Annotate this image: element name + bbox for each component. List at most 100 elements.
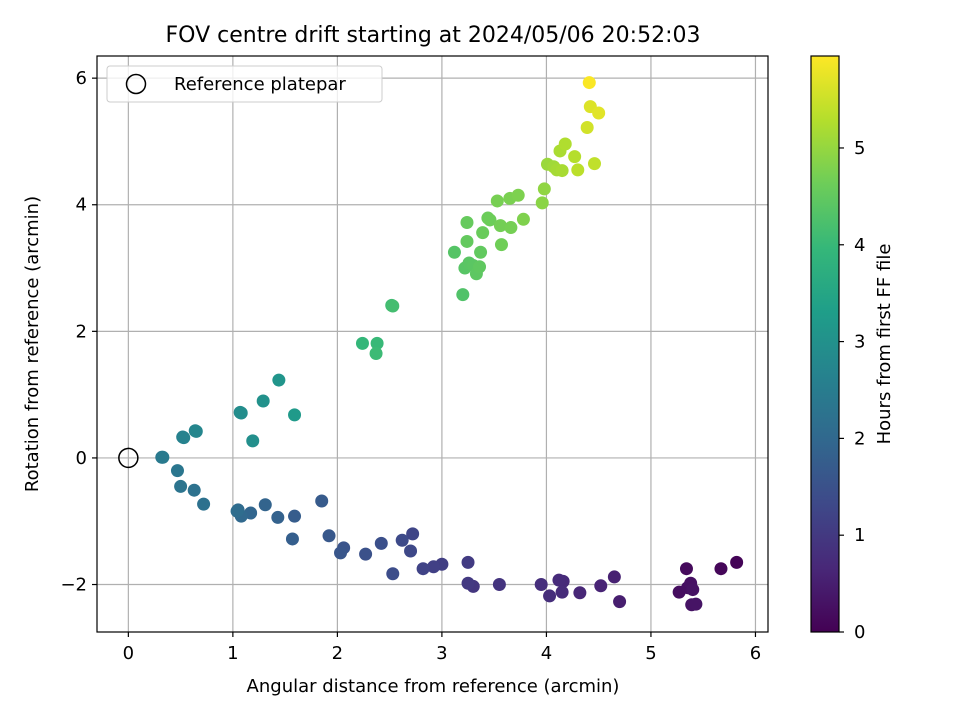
data-point (686, 583, 700, 597)
data-point (258, 498, 272, 512)
x-tick-label: 4 (541, 643, 552, 664)
colorbar-tick-label: 1 (854, 525, 865, 546)
data-point (558, 137, 572, 151)
data-point (456, 288, 470, 302)
data-point (374, 536, 388, 550)
data-point (555, 585, 569, 599)
legend-label: Reference platepar (174, 74, 346, 95)
colorbar: 0 1 2 3 4 5 Hours from first FF file (810, 55, 895, 643)
data-point (474, 245, 488, 259)
data-point (534, 578, 548, 592)
data-point (607, 570, 621, 584)
data-point (272, 373, 286, 387)
legend: Reference platepar (106, 65, 383, 103)
data-point (493, 219, 507, 233)
data-point (476, 226, 490, 240)
colorbar-ticks: 0 1 2 3 4 5 (839, 138, 865, 643)
data-point (483, 213, 497, 227)
x-tick-label: 5 (645, 643, 656, 664)
colorbar-label: Hours from first FF file (874, 244, 895, 445)
data-point (582, 76, 596, 90)
data-point (285, 532, 299, 546)
y-axis-label: Rotation from reference (arcmin) (22, 196, 43, 492)
chart-title: FOV centre drift starting at 2024/05/06 … (166, 23, 701, 48)
x-tick-label: 2 (332, 643, 343, 664)
y-tick-label: 2 (76, 321, 87, 342)
data-point (535, 196, 549, 210)
data-point (588, 157, 602, 171)
data-point (504, 221, 518, 235)
data-point (511, 188, 525, 202)
data-point (416, 562, 430, 576)
data-point (490, 194, 504, 208)
data-point (315, 494, 329, 508)
data-point (170, 464, 184, 478)
legend-marker-icon (125, 73, 147, 95)
data-point (322, 529, 336, 543)
colorbar-tick-label: 2 (854, 428, 865, 449)
data-point (494, 238, 508, 252)
data-point (571, 163, 585, 177)
data-point (543, 589, 557, 603)
x-tick-label: 3 (436, 643, 447, 664)
data-point (594, 579, 608, 593)
data-point (473, 260, 487, 274)
data-point (355, 336, 369, 350)
reference-point-marker (118, 447, 139, 469)
data-point (395, 533, 409, 547)
data-point (334, 546, 348, 560)
data-point (537, 182, 551, 196)
legend-box (106, 65, 383, 103)
data-point (288, 408, 302, 422)
data-point (174, 479, 188, 493)
data-point (568, 150, 582, 164)
data-point (714, 562, 728, 576)
data-point (189, 424, 203, 438)
colorbar-gradient (810, 55, 840, 633)
x-tick-label: 1 (227, 643, 238, 664)
data-point (461, 555, 475, 569)
data-point (460, 234, 474, 248)
data-point (197, 497, 211, 511)
grid-lines (97, 56, 768, 632)
data-point (288, 509, 302, 523)
data-point (359, 547, 373, 561)
data-point (230, 504, 244, 518)
data-point (271, 510, 285, 524)
data-point (573, 586, 587, 600)
data-point (516, 212, 530, 226)
data-point (187, 483, 201, 497)
data-point (246, 434, 260, 448)
data-point (689, 597, 703, 611)
data-points (118, 76, 744, 612)
colorbar-tick-label: 4 (854, 235, 865, 256)
data-point (555, 164, 569, 178)
data-point (580, 121, 594, 135)
data-point (592, 106, 606, 120)
y-tick-label: 0 (76, 448, 87, 469)
y-tick-label: 4 (76, 195, 87, 216)
data-point (552, 573, 566, 587)
data-point (256, 394, 270, 408)
data-point (404, 544, 418, 558)
data-point (730, 555, 744, 569)
data-point (613, 595, 627, 609)
x-tick-label: 6 (750, 643, 761, 664)
colorbar-tick-label: 3 (854, 332, 865, 353)
data-point (460, 215, 474, 229)
x-axis-label: Angular distance from reference (arcmin) (247, 676, 620, 697)
y-tick-label: −2 (60, 575, 87, 596)
data-point (386, 567, 400, 581)
data-point (386, 299, 400, 313)
data-point (679, 562, 693, 576)
data-point (369, 346, 383, 360)
data-point (156, 450, 170, 464)
x-tick-label: 0 (123, 643, 134, 664)
data-point (406, 527, 420, 541)
colorbar-tick-label: 5 (854, 138, 865, 159)
plot-area-frame (96, 55, 769, 633)
data-point (461, 576, 475, 590)
data-point (370, 336, 384, 350)
colorbar-tick-label: 0 (854, 622, 865, 643)
